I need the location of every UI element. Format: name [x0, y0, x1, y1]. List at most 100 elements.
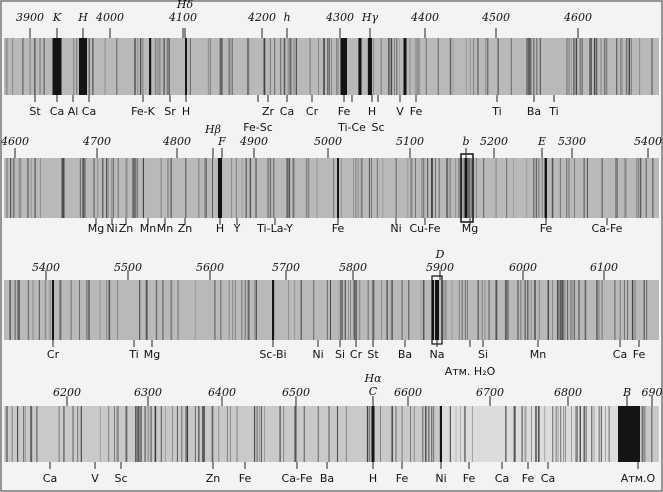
element-label: St: [367, 348, 379, 361]
element-label: Mn: [157, 222, 173, 235]
scale-label: 5200: [480, 135, 508, 148]
scale-label: C: [369, 385, 378, 398]
element-label: Ca: [43, 472, 57, 485]
strong-line: [359, 38, 362, 95]
element-label: St: [29, 105, 41, 118]
element-label: H: [369, 472, 377, 485]
scale-label: 690: [642, 386, 663, 399]
element-label: Zn: [119, 222, 134, 235]
spectrum-figure: 3900KH4000Hδ41004200h4300Hγ440045004600S…: [0, 0, 663, 492]
element-label: Ni: [435, 472, 446, 485]
scale-label: 4700: [82, 135, 111, 148]
strong-line: [53, 38, 62, 95]
strong-line: [618, 406, 640, 462]
strong-line: [185, 38, 187, 95]
scale-label: 6700: [476, 386, 504, 399]
scale-label: 6500: [282, 386, 310, 399]
element-label: Sc: [114, 472, 127, 485]
element-label: Ca-Fe: [592, 222, 623, 235]
element-label: Ti: [128, 348, 138, 361]
scale-label: 4100: [168, 11, 197, 24]
element-label: Fe: [396, 472, 409, 485]
scale-label: 4500: [481, 11, 510, 24]
element-label: Fe-Sc: [243, 121, 273, 134]
scale-label: 6600: [394, 386, 422, 399]
element-label: Fe: [332, 222, 345, 235]
scale-label: 5100: [396, 135, 424, 148]
scale-label: E: [537, 135, 546, 148]
element-label: Cu-Fe: [409, 222, 440, 235]
scale-label: Hα: [363, 372, 382, 385]
scale-label: 5600: [196, 261, 224, 274]
element-label: Sc: [371, 121, 384, 134]
element-label: Ba: [320, 472, 334, 485]
element-label: V: [396, 105, 404, 118]
element-label: Ca: [280, 105, 294, 118]
element-label: Ti-La-Y: [256, 222, 293, 235]
scale-label: 6000: [509, 261, 537, 274]
element-label: Fe: [239, 472, 252, 485]
element-label: Al: [68, 105, 79, 118]
scale-label: 5500: [114, 261, 142, 274]
scale-label: 6800: [554, 386, 582, 399]
element-label: Si: [335, 348, 345, 361]
element-label: Ni: [312, 348, 323, 361]
scale-label: 4600: [0, 135, 29, 148]
strong-line: [79, 38, 87, 95]
scale-label: 6100: [590, 261, 618, 274]
strong-line: [440, 406, 442, 462]
strong-line: [372, 406, 375, 462]
element-label: Cr: [350, 348, 363, 361]
strong-line: [272, 280, 274, 340]
element-label: Ca: [50, 105, 64, 118]
scale-label: 6300: [134, 386, 162, 399]
strong-line: [435, 280, 439, 340]
scale-label: 5400: [634, 135, 662, 148]
scale-label: b: [462, 135, 469, 148]
element-label: H: [182, 105, 190, 118]
scale-label: 4000: [95, 11, 124, 24]
scale-label: Hδ: [176, 0, 194, 11]
element-label: Fe: [463, 472, 476, 485]
element-label: Si: [478, 348, 488, 361]
element-label: Fe-K: [131, 105, 155, 118]
scale-label: 5900: [426, 261, 454, 274]
element-label: Ti: [491, 105, 501, 118]
element-label: Mg: [462, 222, 478, 235]
strong-line: [149, 38, 151, 95]
element-label: Y: [233, 222, 241, 235]
element-label: Ca: [541, 472, 555, 485]
strong-line: [52, 280, 54, 340]
element-label: Cr: [306, 105, 319, 118]
element-label: Fe: [633, 348, 646, 361]
element-label: Mg: [144, 348, 160, 361]
scale-label: 5800: [339, 261, 367, 274]
element-label: Ca: [495, 472, 509, 485]
element-label: Ni: [106, 222, 117, 235]
element-label: H: [216, 222, 224, 235]
element-label: Sr: [164, 105, 176, 118]
element-label: Mg: [88, 222, 104, 235]
strong-line: [368, 38, 372, 95]
element-label: Ca-Fe: [282, 472, 313, 485]
element-label: Ca: [82, 105, 96, 118]
scale-label: 5000: [314, 135, 342, 148]
element-label: V: [91, 472, 99, 485]
scale-label: 3900: [16, 11, 44, 24]
scale-label: h: [283, 11, 290, 24]
scale-label: 4600: [563, 11, 592, 24]
element-label: Fe: [522, 472, 535, 485]
spectrum-band-light: [440, 406, 620, 462]
strong-line: [404, 38, 407, 95]
element-label: Mn: [140, 222, 156, 235]
scale-label: 4200: [247, 11, 276, 24]
element-label: H: [368, 105, 376, 118]
scale-label: 5400: [32, 261, 60, 274]
element-label: Ti: [548, 105, 558, 118]
strong-line: [341, 38, 347, 95]
strong-line: [337, 158, 339, 218]
strong-line: [465, 158, 468, 218]
element-label: Ba: [527, 105, 541, 118]
element-label: Sc-Bi: [259, 348, 286, 361]
scale-label: B: [622, 386, 631, 399]
